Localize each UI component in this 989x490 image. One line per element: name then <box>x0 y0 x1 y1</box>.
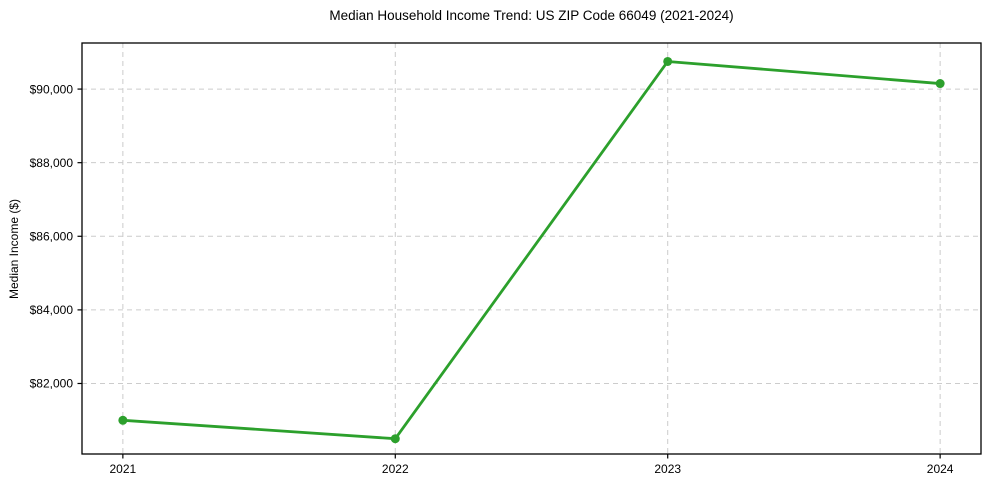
data-point-2021 <box>118 415 128 425</box>
chart-title: Median Household Income Trend: US ZIP Co… <box>329 8 734 23</box>
data-point-2024 <box>935 79 945 89</box>
x-tick-label: 2023 <box>654 462 681 476</box>
y-tick-label: $88,000 <box>30 156 74 170</box>
data-point-2023 <box>663 56 673 66</box>
data-point-2022 <box>390 434 400 444</box>
y-tick-label: $90,000 <box>30 82 74 96</box>
x-tick-label: 2021 <box>110 462 137 476</box>
x-tick-label: 2022 <box>382 462 409 476</box>
y-tick-label: $84,000 <box>30 303 74 317</box>
trend-line <box>121 60 942 441</box>
y-tick-label: $82,000 <box>30 377 74 391</box>
plot-border <box>81 42 982 455</box>
y-tick-label: $86,000 <box>30 229 74 243</box>
x-tick-label: 2024 <box>927 462 954 476</box>
